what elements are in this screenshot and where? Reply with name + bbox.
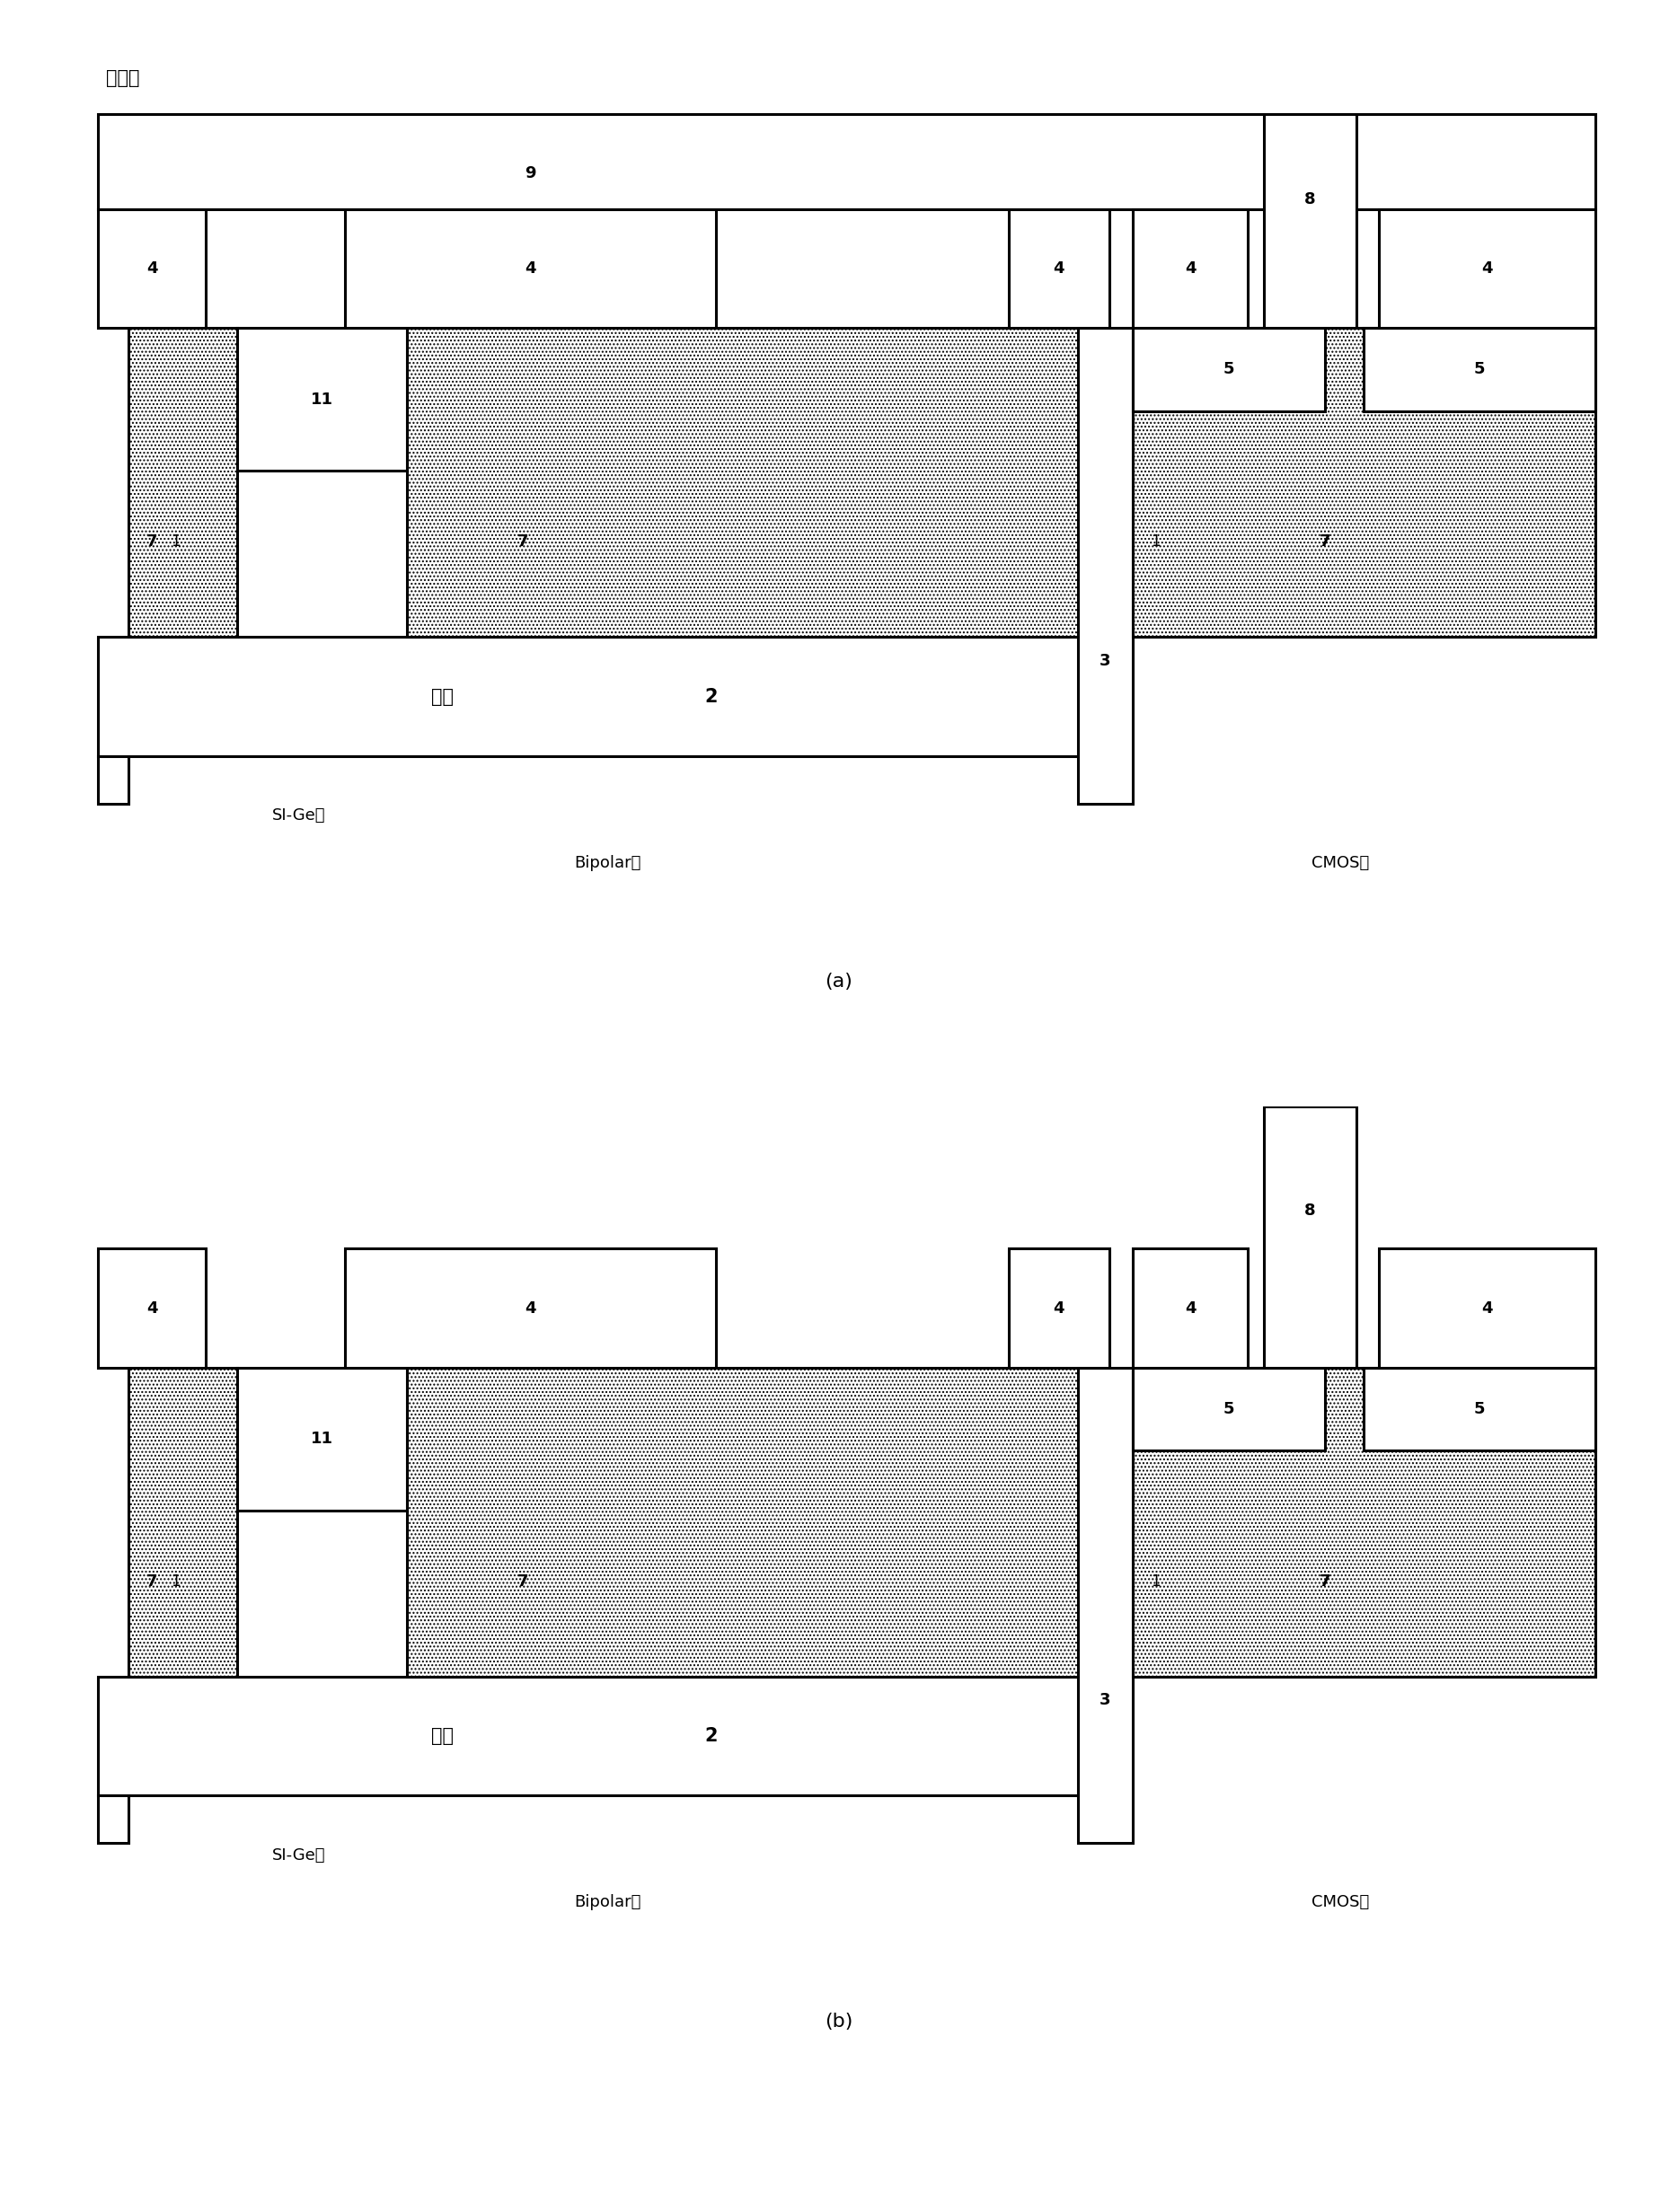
Text: 4: 4	[146, 1301, 158, 1316]
Text: 3: 3	[1099, 1692, 1111, 1708]
Text: 5: 5	[1473, 1400, 1485, 1418]
Text: Bipolar区: Bipolar区	[574, 1893, 641, 1911]
Text: 4: 4	[1054, 261, 1064, 276]
Text: (b): (b)	[826, 2013, 852, 2031]
Text: 8: 8	[1304, 192, 1316, 208]
Text: CMOS区: CMOS区	[1312, 1893, 1369, 1911]
Bar	[1133, 208, 1248, 327]
Text: 5: 5	[1223, 361, 1235, 378]
Bar	[1133, 1367, 1326, 1451]
Text: 4: 4	[1185, 261, 1196, 276]
Bar	[97, 1796, 129, 1843]
Bar	[1264, 1106, 1356, 1367]
Bar	[237, 327, 406, 471]
Bar	[129, 1367, 237, 1677]
Text: 4: 4	[1482, 261, 1493, 276]
Bar	[1133, 1367, 1596, 1677]
Text: 4: 4	[525, 261, 535, 276]
Bar	[346, 1248, 715, 1367]
Text: 2: 2	[705, 1728, 718, 1745]
Text: 3: 3	[1099, 653, 1111, 668]
Bar	[97, 757, 129, 803]
Text: 1: 1	[1151, 533, 1159, 551]
Bar	[1079, 1367, 1133, 1843]
Text: 11: 11	[310, 392, 332, 407]
Text: 8: 8	[1304, 1203, 1316, 1219]
Text: 1: 1	[171, 533, 180, 551]
Text: Bipolar区: Bipolar区	[574, 854, 641, 872]
Text: 埋层: 埋层	[431, 688, 453, 706]
Bar	[1008, 1248, 1109, 1367]
Bar	[129, 327, 237, 637]
Bar	[1379, 1248, 1596, 1367]
Bar	[1133, 1248, 1248, 1367]
Text: 埋层: 埋层	[431, 1728, 453, 1745]
Bar	[97, 208, 206, 327]
Bar	[406, 327, 1079, 637]
Bar	[237, 1367, 406, 1511]
Bar	[97, 1248, 206, 1367]
Text: 介质层: 介质层	[106, 69, 139, 86]
Text: 7: 7	[1319, 1573, 1331, 1590]
Bar	[1133, 327, 1326, 411]
Bar	[97, 637, 1109, 757]
Text: 4: 4	[1482, 1301, 1493, 1316]
Bar	[1379, 208, 1596, 327]
Text: 7: 7	[517, 533, 529, 551]
Text: 5: 5	[1473, 361, 1485, 378]
Text: 7: 7	[146, 533, 158, 551]
Text: 1: 1	[171, 1573, 180, 1590]
Bar	[346, 208, 715, 327]
Text: 9: 9	[525, 166, 535, 181]
Bar	[1079, 327, 1133, 803]
Text: 2: 2	[705, 688, 718, 706]
Bar	[97, 113, 1596, 208]
Text: 7: 7	[146, 1573, 158, 1590]
Text: 4: 4	[1185, 1301, 1196, 1316]
Bar	[1364, 1367, 1596, 1451]
Text: (a): (a)	[826, 973, 852, 991]
Text: CMOS区: CMOS区	[1312, 854, 1369, 872]
Text: 11: 11	[310, 1431, 332, 1447]
Bar	[1133, 327, 1596, 637]
Text: SI-Ge区: SI-Ge区	[272, 807, 326, 823]
Bar	[406, 1367, 1079, 1677]
Bar	[1364, 327, 1596, 411]
Text: 5: 5	[1223, 1400, 1235, 1418]
Bar	[97, 1677, 1109, 1796]
Text: 4: 4	[146, 261, 158, 276]
Text: 7: 7	[1319, 533, 1331, 551]
Bar	[1264, 113, 1356, 327]
Text: 4: 4	[1054, 1301, 1064, 1316]
Bar	[1008, 208, 1109, 327]
Text: 7: 7	[517, 1573, 529, 1590]
Text: 1: 1	[1151, 1573, 1159, 1590]
Text: 4: 4	[525, 1301, 535, 1316]
Text: SI-Ge区: SI-Ge区	[272, 1847, 326, 1863]
